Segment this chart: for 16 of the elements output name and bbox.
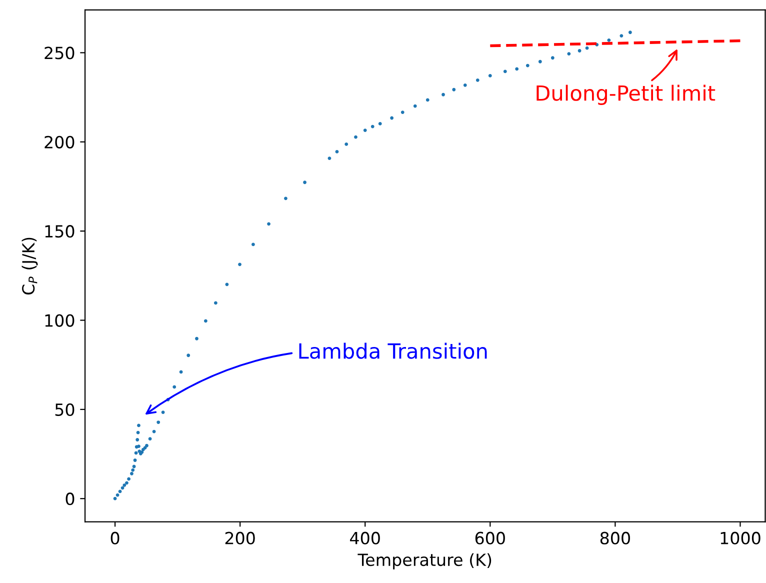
y-tick-label: 100 <box>45 314 74 327</box>
x-tick-label: 0 <box>110 532 120 544</box>
y-tick-label: 50 <box>55 403 74 416</box>
x-tick-label: 800 <box>600 532 630 544</box>
y-tick-label: 250 <box>44 46 74 60</box>
x-tick-label: 600 <box>475 532 505 544</box>
y-tick-label: 200 <box>44 136 74 148</box>
annotation: Lambda Transition <box>299 342 487 359</box>
y-tick-label: 150 <box>45 225 74 238</box>
x-axis-title: Temperature (K) <box>358 553 492 570</box>
x-tick-label: 200 <box>225 532 255 544</box>
x-tick-label: 400 <box>350 532 380 544</box>
y-tick-label: 0 <box>66 492 74 506</box>
annotation: Dulong-Petit limit <box>536 84 716 105</box>
x-tick-label: 1000 <box>720 532 760 544</box>
y-axis-title: C$_{P}$ (J/K) <box>22 238 38 294</box>
